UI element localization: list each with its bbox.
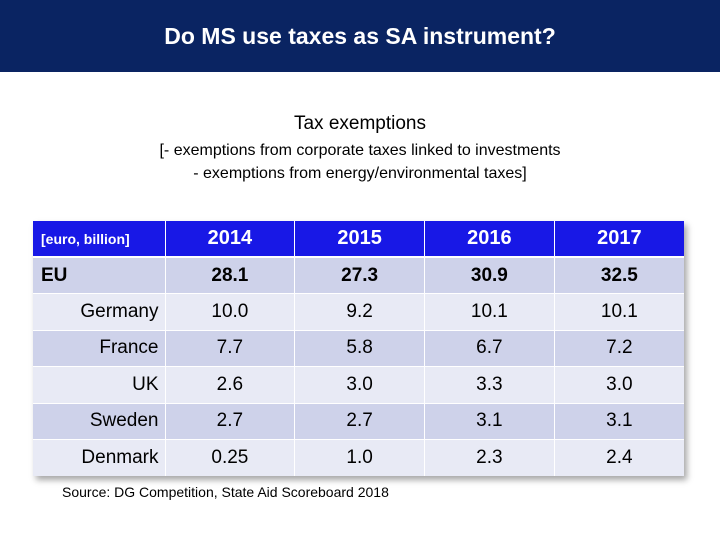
table-heading: Tax exemptions — [293, 113, 426, 134]
value-cell: 10.1 — [600, 300, 638, 322]
year-header: 2017 — [597, 227, 642, 249]
year-header: 2016 — [424, 221, 555, 257]
country-cell: Denmark — [33, 439, 166, 476]
value-cell: 2.3 — [424, 439, 555, 476]
value-cell: 3.1 — [606, 410, 633, 432]
table-row-france: France 7.7 5.8 6.7 7.2 — [33, 330, 684, 367]
value-cell: 1.0 — [294, 439, 425, 476]
table-row-uk: UK 2.6 3.0 3.3 3.0 — [33, 366, 684, 403]
table-row-germany: Germany 10.0 9.2 10.1 10.1 — [33, 293, 684, 330]
value-cell: 2.7 — [165, 403, 296, 440]
slide-title: Do MS use taxes as SA instrument? — [164, 22, 556, 49]
value-cell: 10.0 — [165, 293, 296, 330]
value-cell: 3.1 — [424, 403, 555, 440]
value-cell: 3.0 — [606, 373, 633, 395]
year-header: 2015 — [294, 221, 425, 257]
source-note: Source: DG Competition, State Aid Scoreb… — [62, 484, 389, 500]
country-cell: EU — [33, 257, 166, 294]
value-cell: 28.1 — [165, 257, 296, 294]
value-cell: 7.7 — [165, 330, 296, 367]
slide-header: Do MS use taxes as SA instrument? — [0, 0, 720, 72]
value-cell: 10.1 — [424, 293, 555, 330]
value-cell: 6.7 — [424, 330, 555, 367]
table-row-sweden: Sweden 2.7 2.7 3.1 3.1 — [33, 403, 684, 440]
value-cell: 7.2 — [606, 337, 633, 359]
value-cell: 2.6 — [165, 366, 296, 403]
country-cell: Germany — [33, 293, 166, 330]
unit-label: [euro, billion] — [33, 221, 166, 257]
value-cell: 0.25 — [165, 439, 296, 476]
table-row-eu: EU 28.1 27.3 30.9 32.5 — [33, 257, 684, 294]
table-note-line-1: [- exemptions from corporate taxes linke… — [159, 142, 561, 159]
value-cell: 3.3 — [424, 366, 555, 403]
year-header: 2014 — [165, 221, 296, 257]
country-cell: France — [33, 330, 166, 367]
value-cell: 5.8 — [294, 330, 425, 367]
value-cell: 2.7 — [294, 403, 425, 440]
value-cell: 2.4 — [606, 447, 633, 468]
country-cell: Sweden — [33, 403, 166, 440]
table-header-row: [euro, billion] 2014 2015 2016 2017 — [33, 221, 684, 257]
tax-exemptions-table: [euro, billion] 2014 2015 2016 2017 EU 2… — [33, 221, 684, 476]
table-note-line-2: - exemptions from energy/environmental t… — [193, 165, 527, 182]
value-cell: 3.0 — [294, 366, 425, 403]
value-cell: 30.9 — [424, 257, 555, 294]
country-cell: UK — [33, 366, 166, 403]
value-cell: 32.5 — [600, 264, 638, 286]
value-cell: 9.2 — [294, 293, 425, 330]
table-row-denmark: Denmark 0.25 1.0 2.3 2.4 — [33, 439, 684, 476]
value-cell: 27.3 — [294, 257, 425, 294]
